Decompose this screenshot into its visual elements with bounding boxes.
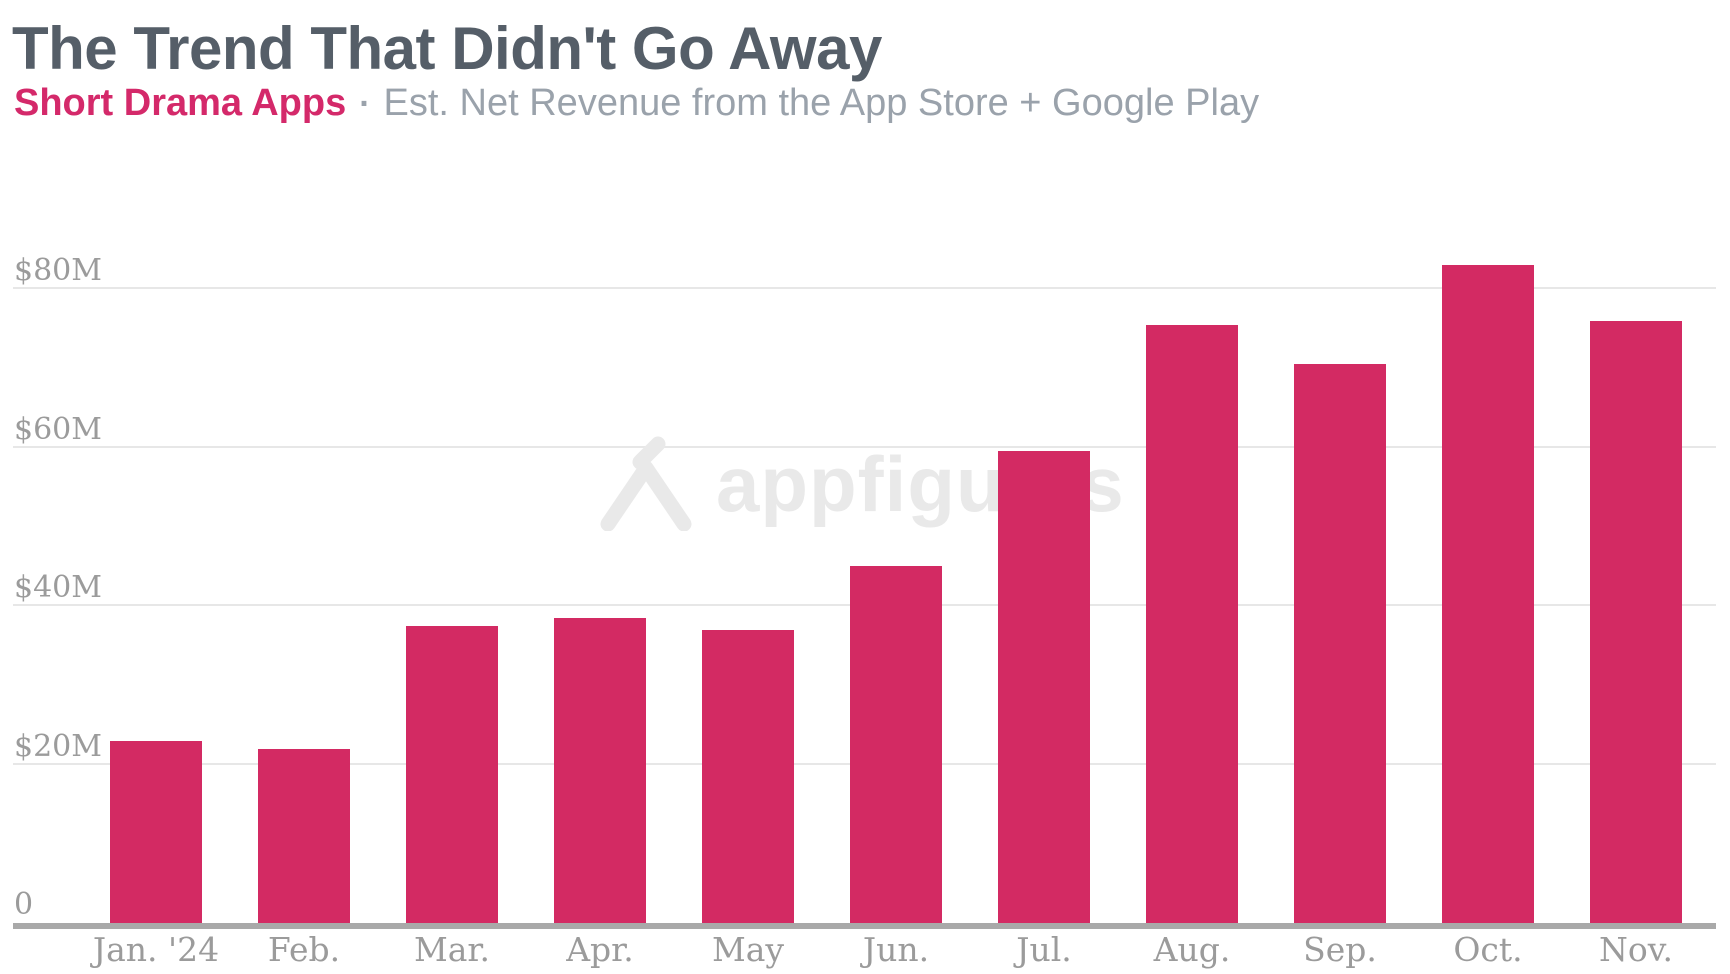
x-axis-tick-label-aug: Aug.: [1153, 930, 1231, 969]
subtitle-rest: Est. Net Revenue from the App Store + Go…: [383, 82, 1260, 124]
x-axis-tick-label-jul: Jul.: [1016, 930, 1072, 969]
bar-oct[interactable]: [1442, 265, 1534, 923]
chart-subtitle: Short Drama Apps · Est. Net Revenue from…: [14, 82, 1259, 125]
bar-jan-24[interactable]: [110, 741, 202, 923]
chart-title: The Trend That Didn't Go Away: [12, 15, 882, 82]
x-axis-tick-label-jan-24: Jan. '24: [92, 930, 220, 969]
bar-apr[interactable]: [554, 618, 646, 923]
x-axis-tick-label-feb: Feb.: [267, 930, 341, 969]
gridline-60m: [13, 446, 1716, 448]
x-axis-tick-label-may: May: [711, 930, 785, 969]
x-axis-tick-label-apr: Apr.: [566, 930, 634, 969]
y-axis-tick-label-60m: $60M: [14, 412, 102, 447]
x-axis-tick-label-mar: Mar.: [413, 930, 491, 969]
x-axis-line: [13, 923, 1716, 929]
bar-nov[interactable]: [1590, 321, 1682, 923]
gridline-80m: [13, 287, 1716, 289]
bar-jul[interactable]: [998, 451, 1090, 923]
x-axis-tick-label-jun: Jun.: [862, 930, 930, 969]
appfigures-logo-icon: [600, 436, 692, 531]
bar-feb[interactable]: [258, 749, 350, 923]
y-axis-tick-label-80m: $80M: [14, 253, 102, 288]
subtitle-highlight: Short Drama Apps: [14, 82, 347, 124]
y-axis-tick-label-0: 0: [14, 887, 34, 922]
bar-mar[interactable]: [406, 626, 498, 923]
y-axis-tick-label-40m: $40M: [14, 570, 102, 605]
subtitle-separator: ·: [359, 85, 371, 123]
x-axis-tick-label-oct: Oct.: [1453, 930, 1523, 969]
x-axis-tick-label-sep: Sep.: [1303, 930, 1377, 969]
x-axis-tick-label-nov: Nov.: [1599, 930, 1673, 969]
bar-sep[interactable]: [1294, 364, 1386, 923]
bar-may[interactable]: [702, 630, 794, 923]
y-axis-tick-label-20m: $20M: [14, 729, 102, 764]
bar-jun[interactable]: [850, 566, 942, 923]
bar-aug[interactable]: [1146, 325, 1238, 923]
